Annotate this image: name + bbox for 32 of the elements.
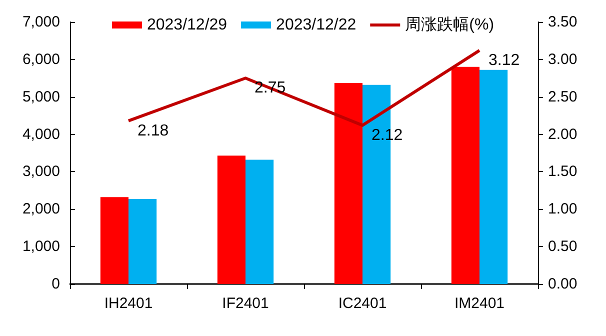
y-tick-label: 2,000: [22, 200, 60, 218]
y2-tick-label: 1.50: [548, 163, 578, 180]
y2-tick-label: 0.00: [548, 276, 578, 292]
x-tick-label: IH2401: [104, 295, 153, 312]
legend-label: 2023/12/29: [146, 16, 228, 34]
y2-tick-label: 3.50: [548, 14, 578, 30]
bar: [451, 66, 480, 284]
y2-tick-label: 0.50: [548, 238, 578, 256]
bar: [480, 70, 508, 284]
y-tick-label: 6,000: [22, 50, 60, 68]
y2-tick-label: 2.00: [548, 126, 578, 143]
y-tick-label: 3,000: [22, 163, 60, 180]
y2-tick-label: 1.00: [548, 200, 578, 218]
y2-tick-label: 2.50: [548, 88, 578, 106]
legend-label: 周涨跌幅(%): [405, 16, 494, 34]
y-tick-label: 7,000: [22, 14, 60, 30]
x-tick-label: IC2401: [338, 295, 387, 312]
legend-label: 2023/12/22: [276, 16, 356, 34]
bar: [128, 199, 157, 284]
data-label: 2.18: [138, 122, 169, 140]
y-tick-label: 1,000: [22, 238, 60, 256]
bar: [334, 83, 362, 284]
y-tick-label: 4,000: [22, 126, 60, 143]
data-label: 3.12: [488, 52, 520, 69]
y2-tick-label: 3.00: [548, 50, 578, 68]
bar: [217, 156, 246, 284]
y-tick-label: 5,000: [22, 88, 60, 106]
x-tick-label: IF2401: [222, 295, 269, 312]
y-tick-label: 0: [52, 276, 60, 292]
x-tick-label: IM2401: [454, 295, 505, 312]
bar: [246, 160, 274, 284]
bar: [100, 197, 128, 284]
